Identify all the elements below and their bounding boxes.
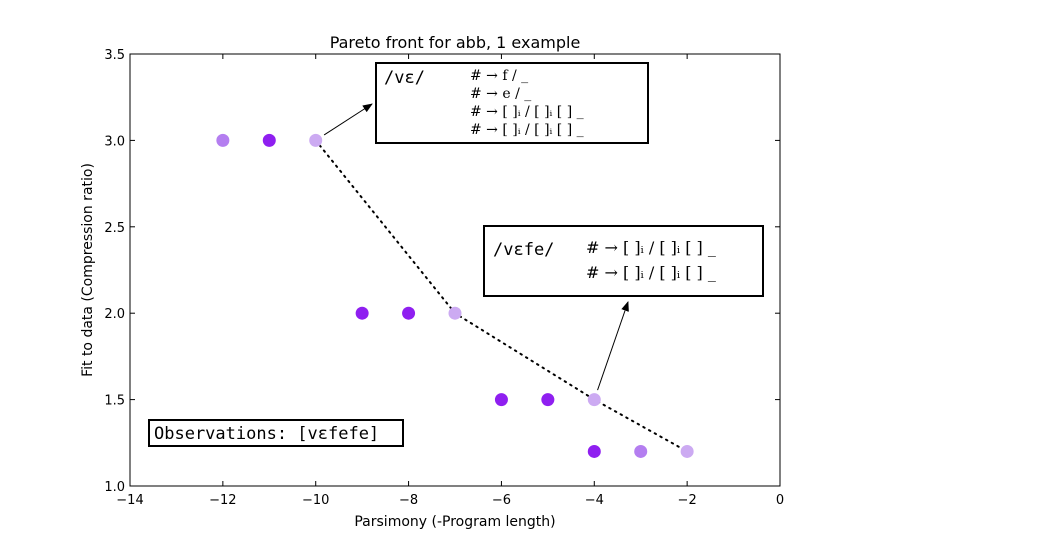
- annotation-ann1: /vɛ/ # → f / _ # → e / _ # → [ ]ᵢ / [ ]ᵢ [ …: [323, 62, 649, 144]
- annotation-word: /vɛfe/: [493, 240, 554, 260]
- annotation-rule: # → [ ]ᵢ / [ ]ᵢ [ ] _: [470, 122, 584, 138]
- axis-ticks: −14 −12 −10 −8 −6 −4 −2 0 1.0 1.5 2.0 2.5 3.0 3.5: [104, 48, 784, 508]
- data-points: [216, 133, 694, 458]
- data-point: [587, 444, 601, 458]
- y-tick-label: 3.5: [104, 48, 125, 63]
- annotation-arrow: [323, 103, 373, 136]
- x-tick-label: −8: [399, 493, 418, 508]
- data-point: [494, 393, 508, 407]
- x-tick-label: 0: [776, 493, 784, 508]
- data-point: [634, 444, 648, 458]
- y-axis-label: Fit to data (Compression ratio): [80, 163, 96, 377]
- y-tick-label: 3.0: [104, 134, 125, 149]
- observations-text: Observations: [vɛfefe]: [154, 424, 379, 444]
- annotation-box: [483, 225, 764, 297]
- x-tick-label: −2: [678, 493, 697, 508]
- chart-title: Pareto front for abb, 1 example: [330, 33, 581, 52]
- y-tick-label: 1.0: [104, 480, 125, 495]
- annotation-rule: # → [ ]ᵢ / [ ]ᵢ [ ] _: [470, 104, 584, 120]
- annotation-arrow: [597, 301, 629, 391]
- data-point: [587, 393, 601, 407]
- observations-box: [148, 419, 404, 447]
- x-tick-label: −14: [116, 493, 143, 508]
- annotation-rule: # → [ ]ᵢ / [ ]ᵢ [ ] _: [586, 263, 716, 282]
- annotation-rule: # → e / _: [470, 86, 531, 102]
- pareto-front-path: [314, 139, 689, 453]
- x-tick-label: −10: [302, 493, 329, 508]
- x-axis-label: Parsimony (-Program length): [354, 514, 555, 530]
- x-tick-label: −12: [209, 493, 236, 508]
- annotation-ann2: /vɛfe/ # → [ ]ᵢ / [ ]ᵢ [ ] _ # → [ ]ᵢ / [ …: [483, 225, 764, 391]
- x-tick-label: −4: [585, 493, 604, 508]
- annotation-box: [375, 62, 649, 144]
- data-point: [262, 133, 276, 147]
- data-point: [216, 133, 230, 147]
- plot-area: [129, 53, 781, 487]
- y-tick-label: 2.0: [104, 307, 125, 322]
- annotation-word: /vɛ/: [384, 68, 425, 88]
- plot-frame: [129, 53, 781, 487]
- data-point: [448, 306, 462, 320]
- annotations: /vɛ/ # → f / _ # → e / _ # → [ ]ᵢ / [ ]ᵢ [ …: [148, 62, 764, 447]
- data-point: [680, 444, 694, 458]
- data-point: [541, 393, 555, 407]
- data-point: [355, 306, 369, 320]
- data-point: [309, 133, 323, 147]
- x-tick-label: −6: [492, 493, 511, 508]
- annotation-rule: # → [ ]ᵢ / [ ]ᵢ [ ] _: [586, 238, 716, 257]
- observations-label: Observations: [vɛfefe]: [148, 419, 404, 447]
- y-tick-label: 2.5: [104, 221, 125, 236]
- y-tick-label: 1.5: [104, 394, 125, 409]
- annotation-rule: # → f / _: [470, 68, 528, 84]
- data-point: [402, 306, 416, 320]
